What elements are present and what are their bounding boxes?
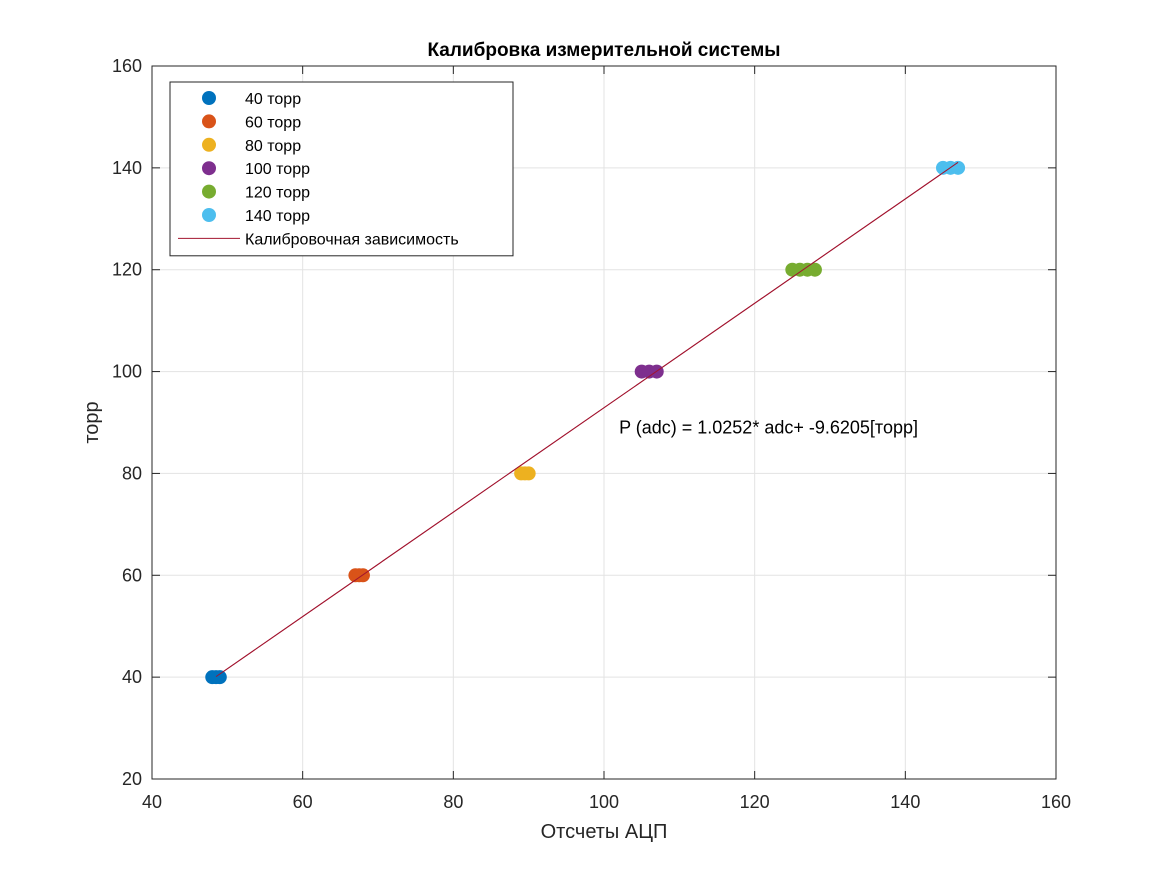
x-tick-label: 100 <box>589 792 619 812</box>
x-axis-label: Отсчеты АЦП <box>541 821 668 843</box>
x-tick-label: 140 <box>890 792 920 812</box>
y-tick-label: 140 <box>112 158 142 178</box>
y-tick-label: 80 <box>122 463 142 483</box>
legend-marker <box>202 184 216 199</box>
legend-entry-label: 60 торр <box>245 114 301 131</box>
legend: 40 торр 60 торр 80 торр 100 торр 120 торр 140… <box>169 81 514 257</box>
fit-equation-annotation: P (adc) = 1.0252* adc+ -9.6205[торр] <box>619 418 918 438</box>
data-point-series-1 <box>212 670 227 685</box>
plot-content <box>205 160 966 685</box>
legend-box <box>169 81 514 257</box>
legend-marker <box>202 137 216 152</box>
legend-marker <box>202 208 216 222</box>
y-tick-label: 100 <box>112 362 142 382</box>
chart-title: Калибровка измерительной системы <box>427 40 780 61</box>
legend-entry-label: 140 торр <box>245 208 310 225</box>
legend-entry-label: 120 торр <box>245 185 310 202</box>
calibration-fit-line-overlay <box>215 161 959 678</box>
legend-entry-label: Калибровочная зависимость <box>245 231 459 248</box>
data-point-series-3 <box>521 466 536 481</box>
y-tick-label: 160 <box>112 56 142 76</box>
data-point-series-6 <box>951 160 966 175</box>
legend-entry-label: 100 торр <box>245 161 310 178</box>
x-tick-label: 160 <box>1041 792 1071 812</box>
legend-marker <box>202 91 216 105</box>
ticks <box>151 65 1057 780</box>
y-tick-label: 40 <box>122 667 142 687</box>
x-tick-label: 60 <box>293 792 313 812</box>
legend-entry-label: 40 торр <box>245 91 301 108</box>
x-tick-label: 80 <box>443 792 463 812</box>
x-tick-label: 120 <box>740 792 770 812</box>
legend-marker <box>202 161 216 176</box>
legend-entry-label: 80 торр <box>245 138 301 155</box>
y-axis-label: торр <box>81 401 103 443</box>
y-tick-label: 60 <box>122 565 142 585</box>
data-point-series-5 <box>807 262 822 277</box>
legend-marker <box>202 114 216 129</box>
y-tick-label: 120 <box>112 260 142 280</box>
y-tick-label: 20 <box>122 769 142 789</box>
x-tick-label: 40 <box>142 792 162 812</box>
